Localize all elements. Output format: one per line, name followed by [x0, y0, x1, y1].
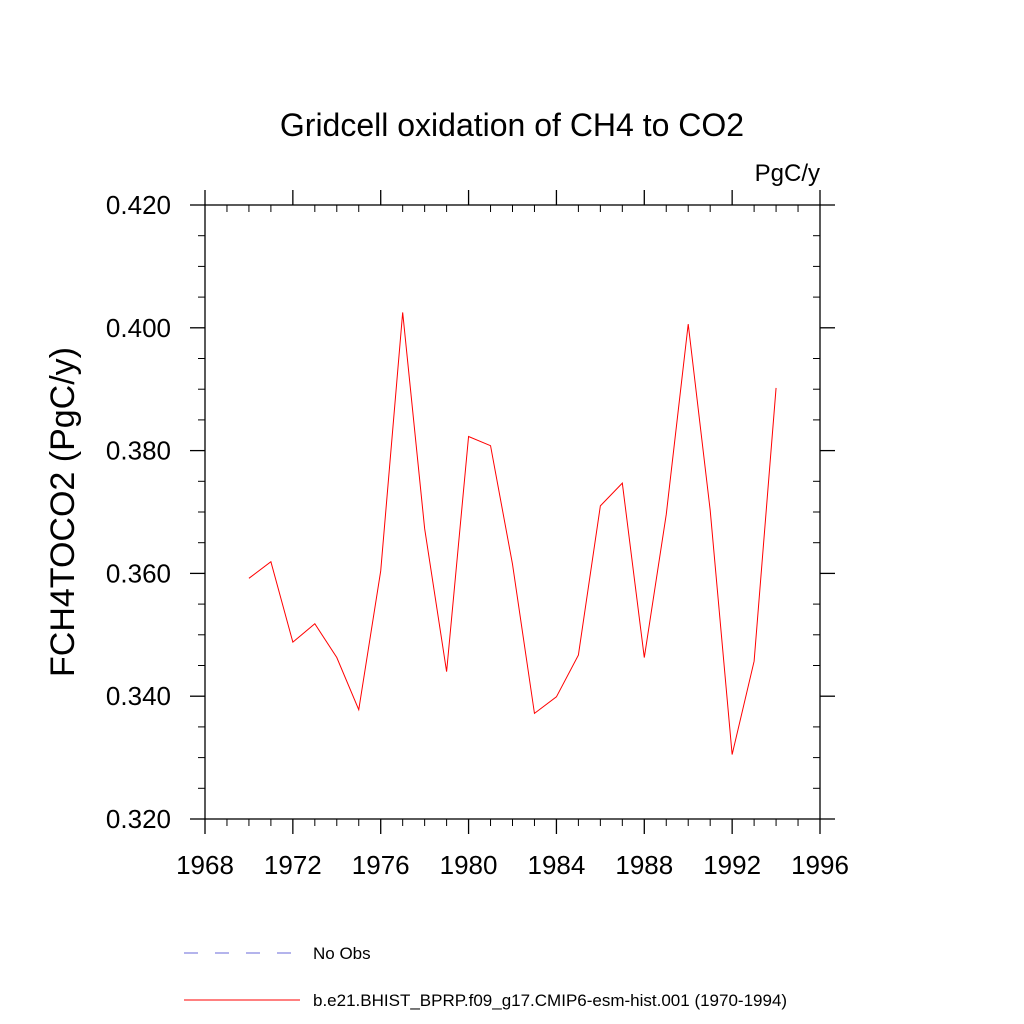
y-tick-label: 0.340: [106, 681, 171, 711]
y-tick-label: 0.320: [106, 804, 171, 834]
x-tick-labels: 1968 1972 1976 1980 1984 1988 1992 1996: [176, 850, 849, 880]
legend-label: b.e21.BHIST_BPRP.f09_g17.CMIP6-esm-hist.…: [313, 991, 787, 1010]
x-tick-label: 1972: [264, 850, 322, 880]
series-layer: [248, 312, 777, 755]
chart-title: Gridcell oxidation of CH4 to CO2: [280, 107, 744, 143]
y-tick-label: 0.380: [106, 436, 171, 466]
y-axis-label: FCH4TOCO2 (PgC/y): [44, 347, 82, 677]
units-label: PgC/y: [755, 160, 820, 187]
x-tick-label: 1992: [703, 850, 761, 880]
legend-label: No Obs: [313, 944, 371, 963]
x-tick-label: 1984: [528, 850, 586, 880]
y-tick-label: 0.420: [106, 190, 171, 220]
series-line-1: [248, 312, 777, 755]
legend: No Obs b.e21.BHIST_BPRP.f09_g17.CMIP6-esm…: [184, 944, 787, 1010]
y-tick-label: 0.400: [106, 313, 171, 343]
major-ticks: [190, 190, 835, 834]
x-tick-label: 1996: [791, 850, 849, 880]
minor-ticks: [198, 205, 820, 826]
plot-frame: [204, 204, 821, 820]
x-tick-label: 1968: [176, 850, 234, 880]
y-tick-label: 0.360: [106, 558, 171, 588]
x-tick-label: 1980: [440, 850, 498, 880]
y-tick-labels: 0.320 0.340 0.360 0.380 0.400 0.420: [106, 190, 171, 834]
x-tick-label: 1976: [352, 850, 410, 880]
x-tick-label: 1988: [615, 850, 673, 880]
